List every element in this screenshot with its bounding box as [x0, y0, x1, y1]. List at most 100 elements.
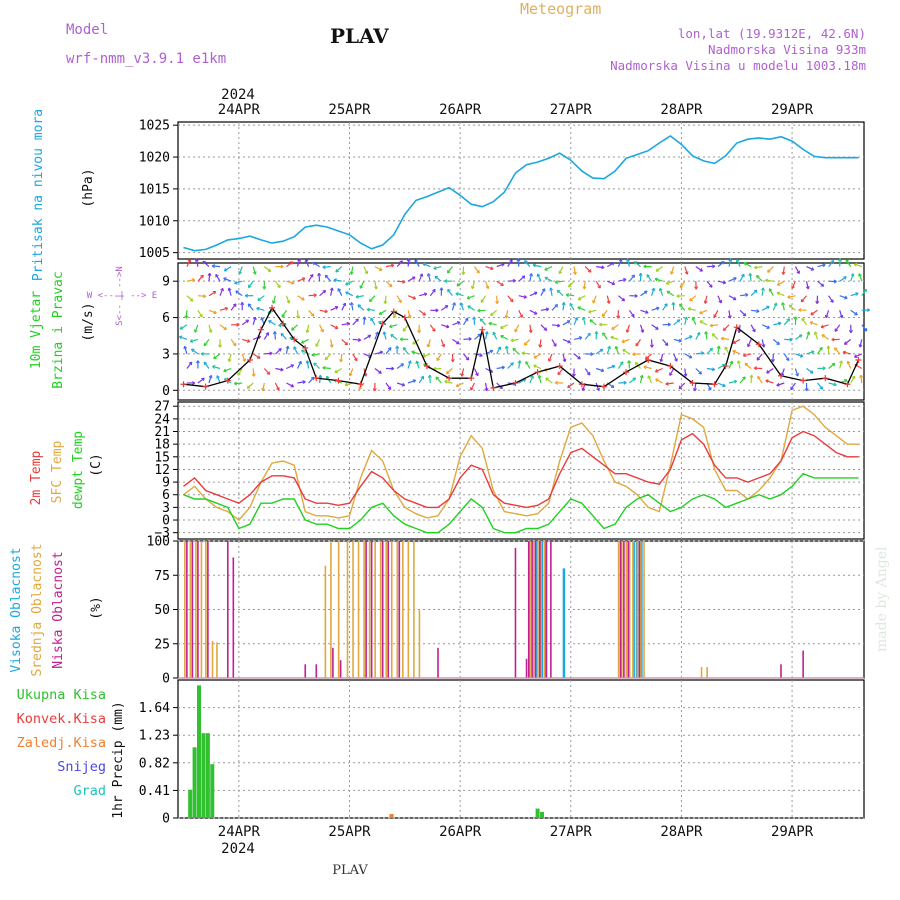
wind-arrow-head — [444, 379, 448, 384]
wind-arrow — [610, 336, 619, 340]
wind-arrow-head — [600, 368, 605, 373]
wind-arrow-head — [444, 279, 448, 284]
wind-arrow — [485, 331, 488, 340]
wind-arrow-head — [220, 287, 224, 292]
wind-arrow — [842, 351, 851, 355]
wind-arrow — [756, 275, 763, 282]
wind-arrow-head — [202, 294, 207, 299]
wind-arrow-head — [237, 372, 241, 376]
wind-arrow — [782, 266, 785, 275]
wind-arrow — [717, 295, 722, 304]
wind-arrow-head — [547, 358, 552, 362]
wind-arrow-head — [722, 383, 726, 388]
wind-arrow-head — [232, 303, 237, 307]
wind-arrow-head — [709, 323, 713, 328]
wind-speed-point — [291, 336, 298, 343]
wind-arrow — [781, 368, 785, 377]
wind-arrow-head — [477, 333, 482, 338]
wind-arrow — [684, 353, 693, 359]
wind-arrow — [213, 353, 221, 360]
wind-arrow — [814, 331, 819, 340]
wind-arrow-head — [621, 339, 625, 344]
wind-arrow-head — [674, 358, 678, 362]
wind-arrow — [684, 335, 693, 340]
wind-arrow — [850, 292, 859, 297]
total-rain-bar — [188, 789, 193, 818]
wind-arrow-head — [211, 264, 216, 269]
wind-arrow-head — [727, 315, 732, 319]
wind-arrow — [324, 274, 332, 282]
wind-arrow — [247, 280, 254, 288]
wind-arrow-head — [475, 372, 479, 377]
wind-arrow-head — [736, 258, 740, 263]
wind-arrow — [241, 319, 249, 326]
total-rain-bar — [201, 733, 206, 818]
wind-arrow — [505, 345, 509, 354]
wind-arrow-head — [589, 319, 594, 323]
cloud-panel: Visoka Oblacnost Srednja Oblacnost Niska… — [9, 535, 865, 687]
wind-arrow-head — [223, 326, 227, 331]
compass-ns: S<-- | -->N — [115, 266, 125, 326]
wind-arrow-head — [509, 259, 513, 263]
wind-arrow-head — [322, 289, 327, 294]
wind-arrow-head — [709, 347, 713, 352]
wind-arrow-head — [524, 260, 528, 264]
wind-arrow-head — [388, 283, 393, 288]
wind-arrow-head — [256, 306, 260, 311]
wind-arrow-head — [399, 260, 403, 264]
wind-arrow — [533, 364, 542, 370]
lonlat-label: lon,lat (19.9312E, 42.6N) — [678, 26, 866, 41]
wind-arrow-head — [866, 308, 871, 313]
wind-arrow-head — [631, 313, 635, 318]
wind-arrow — [463, 353, 470, 361]
wind-arrow — [717, 364, 726, 370]
wind-arrow-head — [561, 302, 566, 306]
wind-arrow-head — [334, 306, 339, 310]
wind-arrow — [466, 295, 475, 300]
wind-arrow-head — [544, 267, 548, 271]
wind-arrow-head — [244, 293, 249, 298]
wind-arrow — [662, 339, 669, 346]
wind-arrow-head — [344, 382, 349, 387]
wind-arrow-head — [846, 360, 851, 365]
wind-arrow-head — [334, 369, 338, 374]
wind-arrow-head — [349, 271, 354, 275]
wind-speed-point — [722, 363, 729, 370]
wind-arrow-head — [261, 387, 266, 392]
wind-arrow — [433, 367, 442, 370]
wind-arrow-head — [632, 377, 637, 381]
wind-arrow-head — [517, 360, 522, 364]
wind-arrow-head — [655, 326, 659, 330]
wind-arrow — [402, 324, 409, 332]
wind-arrow-head — [618, 258, 623, 263]
wind-speed-point — [578, 381, 585, 388]
wind-arrow-head — [207, 272, 212, 277]
wind-arrow — [352, 318, 359, 326]
wind-arrow-head — [266, 371, 271, 375]
wind-arrow — [629, 377, 636, 384]
wind-arrow — [747, 339, 752, 347]
wind-arrow — [441, 324, 450, 328]
wind-arrow-head — [567, 320, 571, 324]
wind-arrow-head — [824, 314, 829, 319]
wind-speed-point — [600, 383, 607, 390]
wind-arrow-head — [834, 328, 839, 332]
wind-arrow-head — [317, 272, 322, 277]
wind-arrow-head — [387, 347, 392, 351]
wind-arrow — [291, 324, 298, 331]
wind-arrow — [529, 273, 533, 282]
elevation-label: Nadmorska Visina 933m — [708, 42, 866, 57]
y-tick-label: 9 — [162, 476, 170, 491]
wind-arrow-head — [596, 387, 600, 391]
wind-arrow-head — [594, 331, 599, 335]
wind-arrow — [396, 295, 402, 303]
wind-arrow-head — [699, 320, 703, 324]
wind-arrow — [776, 382, 785, 387]
wind-arrow — [695, 368, 702, 375]
wind-arrow — [847, 360, 852, 369]
wind-arrow-head — [369, 298, 373, 303]
wind-arrow — [324, 353, 332, 361]
wind-arrow — [706, 347, 713, 355]
wind-arrow — [496, 280, 504, 287]
wind-arrow-head — [362, 316, 367, 320]
